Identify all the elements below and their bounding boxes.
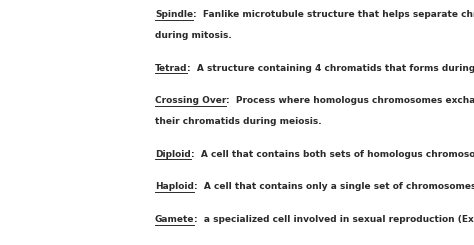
- Text: :  A structure containing 4 chromatids that forms during meiosis.: : A structure containing 4 chromatids th…: [188, 63, 474, 73]
- Text: their chromatids during meiosis.: their chromatids during meiosis.: [155, 117, 322, 126]
- Text: Crossing Over: Crossing Over: [155, 96, 227, 105]
- Text: Gamete: Gamete: [155, 215, 194, 224]
- Text: Haploid: Haploid: [155, 182, 194, 191]
- Text: :  A cell that contains only a single set of chromosomes (half).: : A cell that contains only a single set…: [194, 182, 474, 191]
- Text: Spindle: Spindle: [155, 10, 193, 19]
- Text: Diploid: Diploid: [155, 150, 191, 159]
- Text: Tetrad: Tetrad: [155, 63, 188, 73]
- Text: :  A cell that contains both sets of homologus chromosomes.: : A cell that contains both sets of homo…: [191, 150, 474, 159]
- Text: :  Fanlike microtubule structure that helps separate chromosomes: : Fanlike microtubule structure that hel…: [193, 10, 474, 19]
- Text: :  a specialized cell involved in sexual reproduction (Ex:  egg, sperm): : a specialized cell involved in sexual …: [194, 215, 474, 224]
- Text: during mitosis.: during mitosis.: [155, 31, 232, 40]
- Text: :  Process where homologus chromosomes exchange portions of: : Process where homologus chromosomes ex…: [227, 96, 474, 105]
